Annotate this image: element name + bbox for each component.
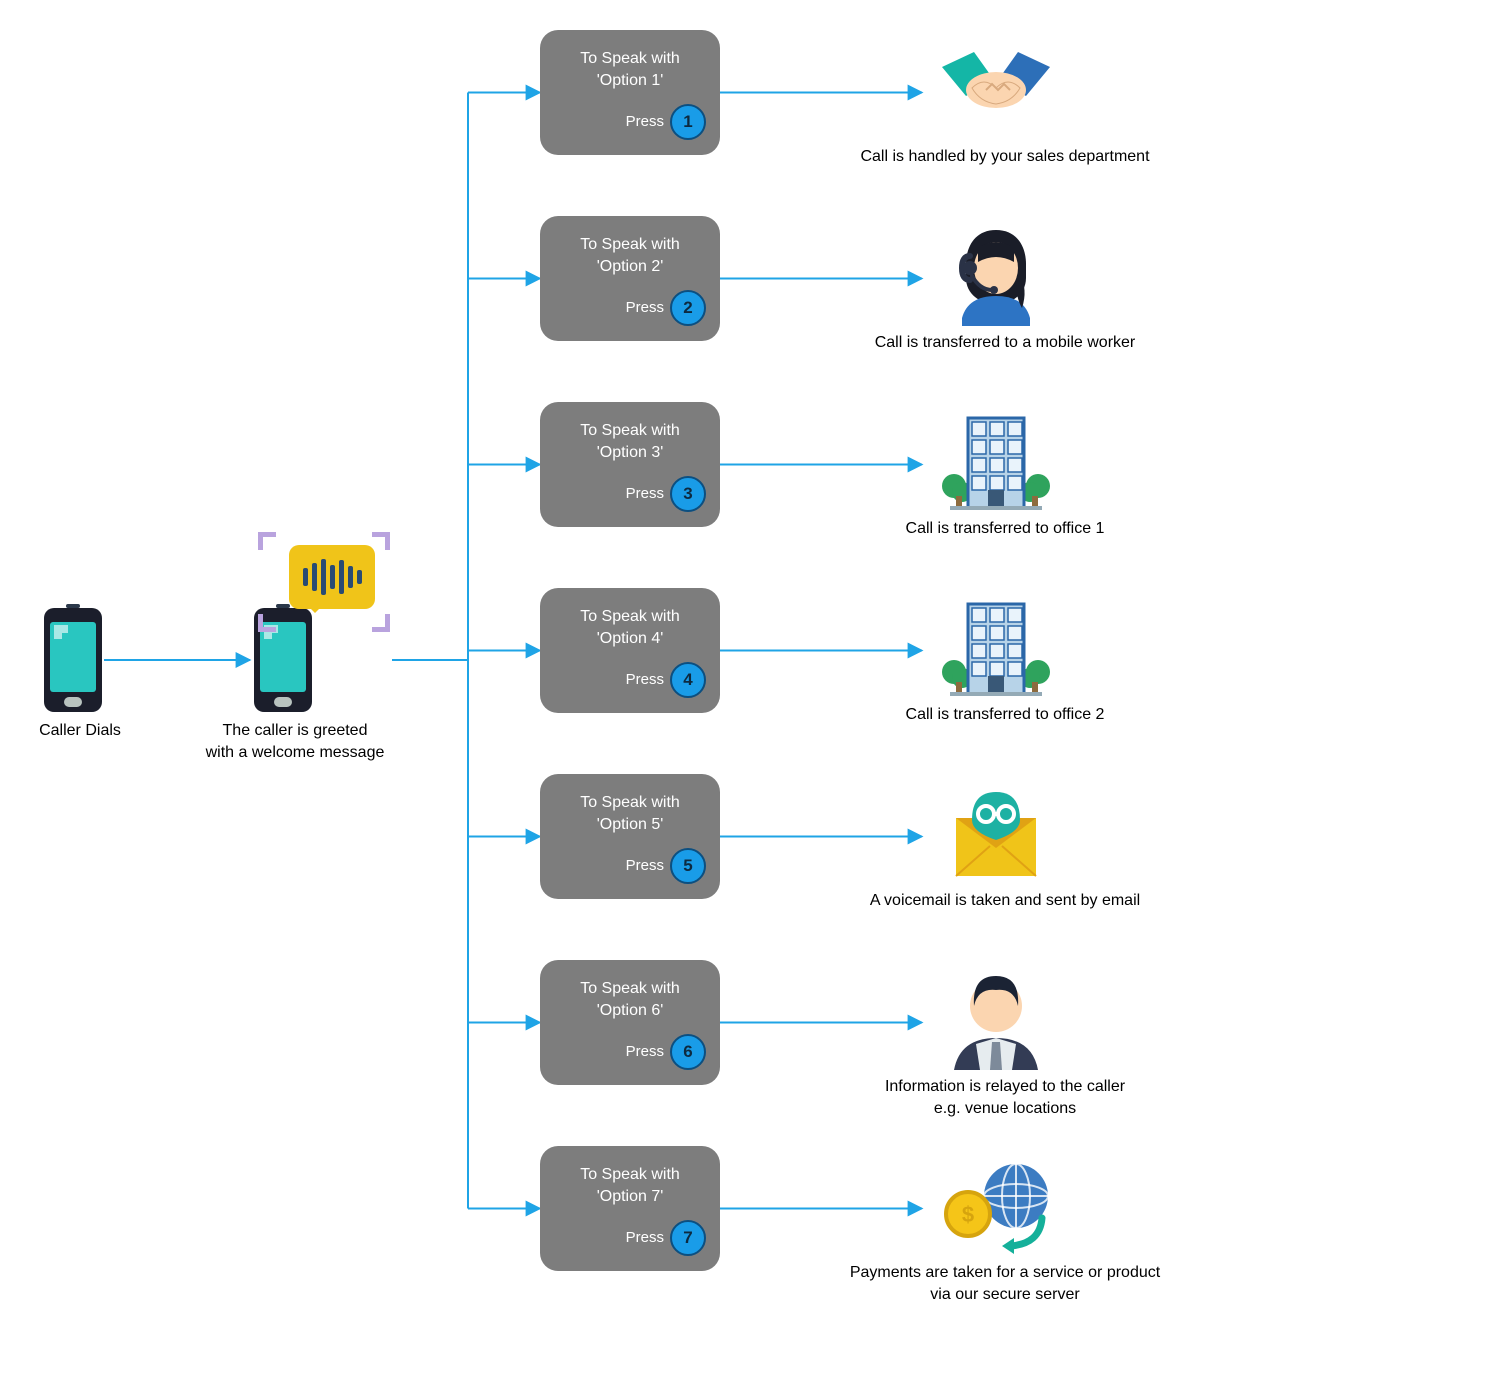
person-icon bbox=[932, 962, 1060, 1072]
outcome-label-5: A voicemail is taken and sent by email bbox=[840, 890, 1170, 912]
connector-layer bbox=[0, 0, 1500, 1379]
press-number: 5 bbox=[670, 848, 706, 884]
press-number: 1 bbox=[670, 104, 706, 140]
press-label: Press bbox=[626, 1228, 664, 1248]
building-icon bbox=[932, 590, 1060, 700]
press-label: Press bbox=[626, 670, 664, 690]
press-number: 6 bbox=[670, 1034, 706, 1070]
greeting-label: The caller is greetedwith a welcome mess… bbox=[190, 720, 400, 763]
crop-corner bbox=[258, 614, 276, 632]
outcome-label-6: Information is relayed to the callere.g.… bbox=[840, 1076, 1170, 1119]
press-label: Press bbox=[626, 1042, 664, 1062]
outcome-label-1: Call is handled by your sales department bbox=[840, 146, 1170, 168]
press-label: Press bbox=[626, 484, 664, 504]
flowchart-canvas: Caller Dials The caller is greetedwith a … bbox=[0, 0, 1500, 1379]
press-label: Press bbox=[626, 298, 664, 318]
speech-bubble-icon bbox=[289, 545, 375, 609]
press-label: Press bbox=[626, 856, 664, 876]
option-title: To Speak with'Option 4' bbox=[540, 606, 720, 649]
option-box-6: To Speak with'Option 6' Press 6 bbox=[540, 960, 720, 1085]
svg-text:$: $ bbox=[962, 1202, 974, 1227]
outcome-label-4: Call is transferred to office 2 bbox=[840, 704, 1170, 726]
press-number: 7 bbox=[670, 1220, 706, 1256]
payment-icon: $ bbox=[932, 1148, 1060, 1258]
crop-corner bbox=[372, 532, 390, 550]
agent-icon bbox=[932, 218, 1060, 328]
option-title: To Speak with'Option 1' bbox=[540, 48, 720, 91]
outcome-label-7: Payments are taken for a service or prod… bbox=[840, 1262, 1170, 1305]
option-title: To Speak with'Option 3' bbox=[540, 420, 720, 463]
voicemail-icon bbox=[932, 776, 1060, 886]
crop-corner bbox=[372, 614, 390, 632]
press-label: Press bbox=[626, 112, 664, 132]
option-title: To Speak with'Option 7' bbox=[540, 1164, 720, 1207]
crop-corner bbox=[258, 532, 276, 550]
option-title: To Speak with'Option 2' bbox=[540, 234, 720, 277]
press-number: 2 bbox=[670, 290, 706, 326]
phone-icon bbox=[44, 608, 102, 712]
building-icon bbox=[932, 404, 1060, 514]
handshake-icon bbox=[932, 32, 1060, 142]
option-box-1: To Speak with'Option 1' Press 1 bbox=[540, 30, 720, 155]
option-title: To Speak with'Option 5' bbox=[540, 792, 720, 835]
option-box-5: To Speak with'Option 5' Press 5 bbox=[540, 774, 720, 899]
press-number: 3 bbox=[670, 476, 706, 512]
option-box-7: To Speak with'Option 7' Press 7 bbox=[540, 1146, 720, 1271]
option-title: To Speak with'Option 6' bbox=[540, 978, 720, 1021]
outcome-label-3: Call is transferred to office 1 bbox=[840, 518, 1170, 540]
option-box-4: To Speak with'Option 4' Press 4 bbox=[540, 588, 720, 713]
option-box-2: To Speak with'Option 2' Press 2 bbox=[540, 216, 720, 341]
press-number: 4 bbox=[670, 662, 706, 698]
caller-dials-label: Caller Dials bbox=[30, 720, 130, 742]
option-box-3: To Speak with'Option 3' Press 3 bbox=[540, 402, 720, 527]
outcome-label-2: Call is transferred to a mobile worker bbox=[840, 332, 1170, 354]
